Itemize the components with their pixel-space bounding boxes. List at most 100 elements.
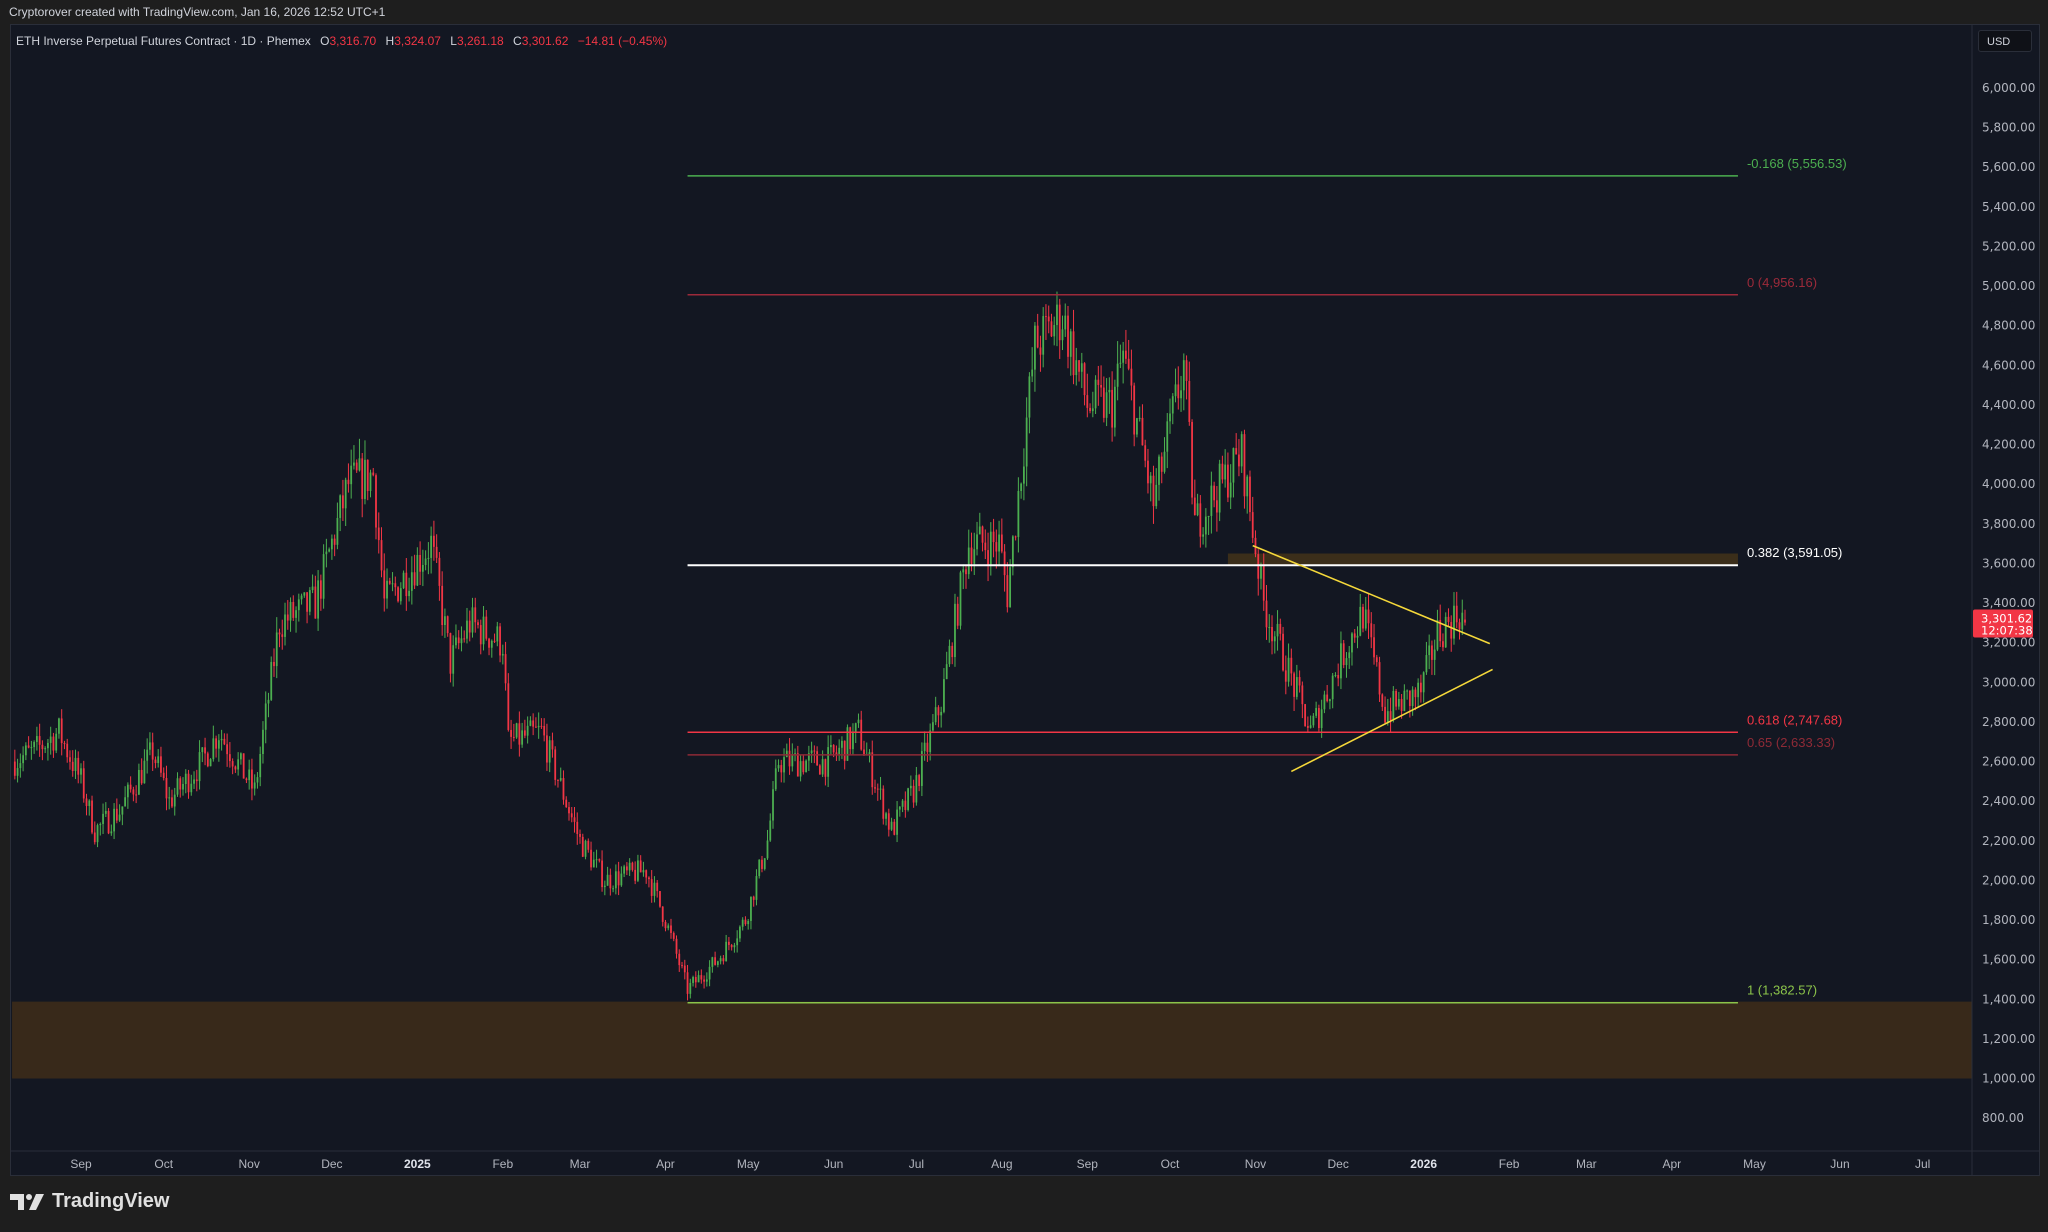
candle-body <box>879 788 882 790</box>
candle-body <box>1464 619 1466 623</box>
candle-body <box>1351 633 1353 653</box>
time-tick-label: Apr <box>1662 1157 1681 1171</box>
candle-body <box>471 607 474 633</box>
candle-body <box>455 637 457 646</box>
candle-body <box>493 640 496 642</box>
candle-body <box>846 727 849 761</box>
candle-body <box>664 921 667 929</box>
time-tick-label: Mar <box>1576 1157 1597 1171</box>
candle-body <box>648 877 650 880</box>
candle-body <box>943 679 945 712</box>
candle-body <box>488 638 490 648</box>
candle-body <box>1417 682 1420 698</box>
candle-body <box>692 977 694 983</box>
candle-body <box>1406 690 1409 692</box>
candle-body <box>898 806 901 810</box>
candle-body <box>1444 616 1447 648</box>
candle-body <box>932 722 934 731</box>
candle-body <box>904 800 907 810</box>
candle-body <box>102 813 104 824</box>
candle-body <box>1323 694 1326 710</box>
candle-body <box>187 773 190 793</box>
triangle-trendline <box>1290 668 1493 773</box>
candle-body <box>565 799 568 808</box>
candle-body <box>143 760 146 784</box>
candle-body <box>1113 386 1116 428</box>
fib-level-label: 0 (4,956.16) <box>1747 275 1817 290</box>
candle-body <box>325 551 328 555</box>
candle-body <box>1036 325 1039 348</box>
candle-body <box>1447 616 1450 622</box>
candle-body <box>807 753 810 761</box>
candle-body <box>1265 600 1268 628</box>
candle-body <box>1411 689 1414 706</box>
candle-body <box>1315 708 1318 716</box>
candle-body <box>228 754 231 762</box>
candle-body <box>410 572 413 591</box>
candle-body <box>576 821 579 834</box>
candle-body <box>58 718 60 734</box>
candle-body <box>548 740 551 763</box>
candle-body <box>1202 534 1204 537</box>
candle-body <box>504 654 507 684</box>
price-tick-label: 1,600.00 <box>1982 953 2035 967</box>
candle-body <box>896 809 898 835</box>
candle-body <box>744 919 747 925</box>
candle-body <box>1342 643 1345 666</box>
candle-body <box>1163 451 1166 472</box>
candle-body <box>537 725 540 728</box>
candle-body <box>490 640 493 648</box>
candle-body <box>625 866 628 871</box>
price-tick-label: 4,000.00 <box>1982 477 2035 491</box>
candle-body <box>1240 434 1243 467</box>
candle-body <box>226 744 229 755</box>
time-tick-label: Dec <box>1328 1157 1349 1171</box>
candle-body <box>805 760 807 773</box>
candle-body <box>306 592 308 612</box>
candle-body <box>107 810 110 834</box>
candle-body <box>1414 689 1417 698</box>
candle-body <box>435 546 438 558</box>
candle-body <box>791 754 794 767</box>
candle-body <box>1262 564 1265 601</box>
candle-body <box>317 580 320 619</box>
candle-body <box>1246 476 1249 497</box>
candle-body <box>857 719 860 724</box>
candle-body <box>30 747 33 749</box>
high-label: H <box>385 34 395 48</box>
candle-body <box>1144 445 1147 461</box>
currency-button[interactable]: USD <box>1978 30 2032 52</box>
candle-body <box>777 765 780 769</box>
candle-body <box>353 462 355 466</box>
candle-body <box>206 753 209 767</box>
candle-body <box>336 517 339 545</box>
candle-body <box>1025 417 1028 467</box>
candle-body <box>1312 715 1315 726</box>
candle-body <box>529 720 532 726</box>
candle-body <box>383 570 386 599</box>
price-tick-label: 4,800.00 <box>1982 319 2035 333</box>
symbol-title[interactable]: ETH Inverse Perpetual Futures Contract ·… <box>16 34 311 48</box>
tradingview-logo[interactable]: TradingView <box>10 1190 169 1213</box>
candle-body <box>289 601 292 621</box>
candle-body <box>1006 575 1009 608</box>
candle-body <box>769 820 772 841</box>
candle-body <box>551 740 554 750</box>
candle-body <box>281 634 284 637</box>
candle-body <box>85 798 88 806</box>
candle-body <box>300 595 303 600</box>
candle-body <box>788 750 791 767</box>
candle-body <box>427 557 430 559</box>
last-price-label: 3,301.62 <box>1981 612 2032 626</box>
candle-body <box>603 885 606 888</box>
candle-body <box>369 472 372 491</box>
candle-body <box>292 601 295 618</box>
candle-body <box>234 766 237 770</box>
candle-body <box>1309 725 1312 728</box>
plot-area: -0.168 (5,556.53) 0 (4,956.16) 0.382 (3,59… <box>12 156 1972 1079</box>
candle-body <box>661 906 664 922</box>
candle-body <box>1257 554 1260 579</box>
time-tick-label: 2026 <box>1410 1157 1437 1171</box>
candle-body <box>1215 500 1218 513</box>
